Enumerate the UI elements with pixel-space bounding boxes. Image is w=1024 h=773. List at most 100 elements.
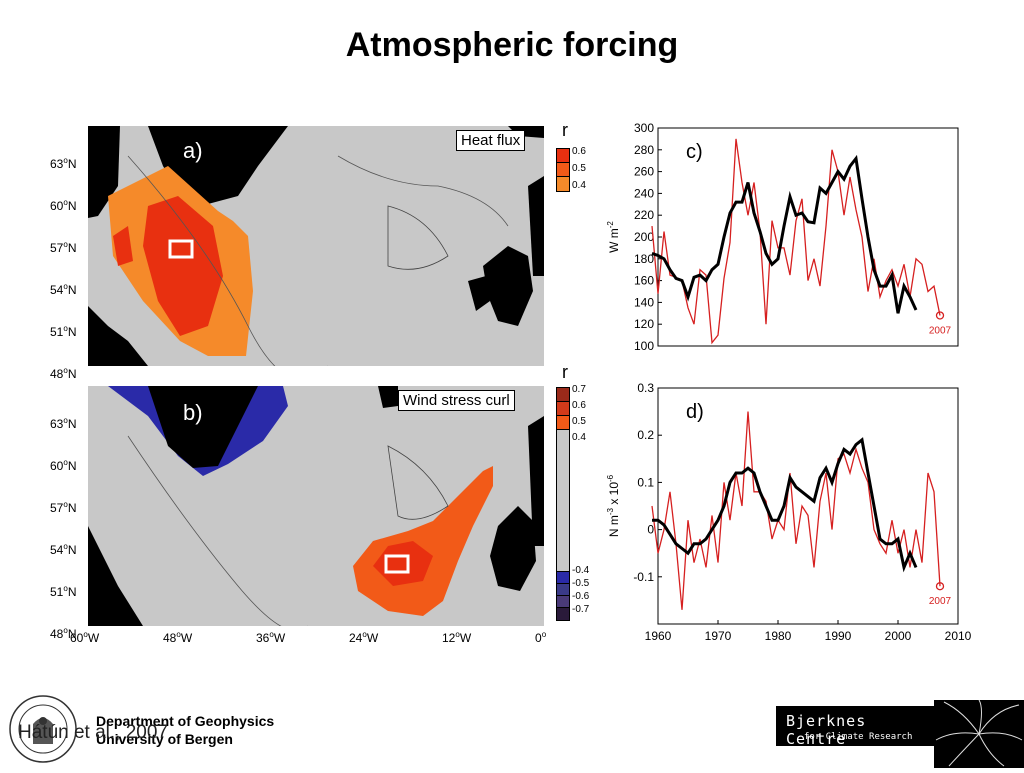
y-axis-label: N m-3 x 10-6 bbox=[606, 474, 621, 537]
y-tick-label: 140 bbox=[634, 295, 654, 309]
series-line-annual bbox=[651, 411, 941, 610]
latitude-label: 63oN bbox=[50, 416, 77, 431]
uib-seal bbox=[8, 694, 78, 764]
longitude-label: 12oW bbox=[442, 630, 472, 645]
y-tick-label: 0.3 bbox=[637, 381, 654, 395]
panel-b-letter: b) bbox=[183, 400, 203, 425]
y-tick-label: 260 bbox=[634, 165, 654, 179]
latitude-label: 48oN bbox=[50, 626, 77, 641]
colorbar-a-tick: 0.4 bbox=[572, 180, 586, 191]
department-name: Department of Geophysics bbox=[96, 713, 275, 729]
university-seal-icon bbox=[9, 695, 77, 763]
chart-c-svg: 100 120 140 160 180 200 220 240 260 280 300 2007 c) W… bbox=[606, 121, 959, 353]
scandinavia-land-b bbox=[528, 416, 544, 546]
slide-title: Atmospheric forcing bbox=[345, 26, 679, 64]
series-line-smoothed bbox=[652, 437, 918, 573]
y-tick-label: 120 bbox=[634, 317, 654, 331]
y-tick-label: 180 bbox=[634, 252, 654, 266]
latitude-label: 63oN bbox=[50, 156, 77, 171]
british-isles-land-b bbox=[490, 506, 536, 591]
x-tick-label: 1980 bbox=[765, 629, 792, 643]
colorbar-a: r 0.6 0.5 0.4 bbox=[556, 120, 606, 200]
colorbar-b-tick: -0.7 bbox=[572, 604, 590, 615]
colorbar-b-title: r bbox=[562, 362, 568, 382]
department-block: Department of Geophysics University of B… bbox=[96, 712, 274, 748]
latitude-label: 51oN bbox=[50, 584, 77, 599]
annotation-marker bbox=[935, 311, 945, 320]
british-isles-land bbox=[483, 246, 533, 326]
colorbar-b-tick: 0.5 bbox=[572, 416, 586, 427]
map-a-canvas bbox=[88, 126, 544, 380]
latitude-label: 60oN bbox=[50, 198, 77, 213]
x-tick-label: 1990 bbox=[825, 629, 852, 643]
panel-letter: d) bbox=[686, 401, 704, 423]
newfoundland-land-b bbox=[88, 526, 143, 626]
y-tick-label: 220 bbox=[634, 208, 654, 222]
latitude-label: 57oN bbox=[50, 500, 77, 515]
x-tick-label: 1960 bbox=[645, 629, 672, 643]
colorbar-b-cell bbox=[556, 607, 570, 621]
y-tick-label: 160 bbox=[634, 274, 654, 288]
colorbar-a-title: r bbox=[562, 120, 568, 140]
map-b: b) Wind stress curl bbox=[88, 386, 544, 632]
colorbar-b-tick: -0.6 bbox=[572, 591, 590, 602]
longitude-label: 60oW bbox=[70, 630, 100, 645]
y-tick-label: -0.1 bbox=[633, 570, 654, 584]
wind-curl-region-positive-high bbox=[373, 541, 433, 586]
annotation-marker bbox=[935, 582, 945, 591]
scandinavia-land bbox=[528, 176, 544, 276]
bjerknes-logo: Bjerknes Centre for Climate Research bbox=[776, 706, 934, 748]
colorbar-b-tick: -0.5 bbox=[572, 578, 590, 589]
y-tick-label: 0 bbox=[647, 523, 654, 537]
latitude-label: 57oN bbox=[50, 240, 77, 255]
longitude-label: 24oW bbox=[349, 630, 379, 645]
x-tick-label: 2010 bbox=[945, 629, 972, 643]
latitude-label: 51oN bbox=[50, 324, 77, 339]
chart-c: 100 120 140 160 180 200 220 240 260 280 300 2007 c) W… bbox=[596, 120, 976, 370]
plot-frame bbox=[657, 127, 959, 347]
citation: Hátún et al., 2007 bbox=[18, 722, 168, 743]
plot-frame bbox=[657, 387, 959, 625]
bjerknes-logo-main: Bjerknes Centre bbox=[786, 712, 867, 748]
greenland-land-b bbox=[148, 386, 258, 468]
colorbar-b-cell-neutral bbox=[556, 429, 570, 573]
series-line-annual bbox=[651, 138, 941, 345]
ireland-land bbox=[468, 276, 490, 311]
newfoundland-land bbox=[88, 306, 148, 366]
panel-a-letter: a) bbox=[183, 138, 203, 163]
colorbar-b-tick: 0.4 bbox=[572, 432, 586, 443]
longitude-label: 36oW bbox=[256, 630, 286, 645]
iceland-land-b bbox=[378, 386, 398, 408]
y-tick-label: 0.2 bbox=[637, 428, 654, 442]
latitude-label: 54oN bbox=[50, 282, 77, 297]
panel-letter: c) bbox=[686, 141, 703, 163]
chart-d-svg: -0.1 0 0.1 0.2 0.3 1960 1970 1980 1990 2000 2010 20… bbox=[606, 381, 972, 643]
spiral-icon bbox=[935, 699, 1023, 767]
university-name: University of Bergen bbox=[96, 731, 233, 747]
x-tick-label: 2000 bbox=[885, 629, 912, 643]
study-box-b bbox=[384, 554, 410, 574]
colorbar-b: r 0.7 0.6 0.5 0.4 -0.4 -0.5 -0.6 -0.7 bbox=[556, 362, 606, 626]
y-tick-label: 100 bbox=[634, 339, 654, 353]
annotation-label: 2007 bbox=[929, 596, 952, 607]
colorbar-a-cell-low bbox=[556, 176, 570, 192]
map-a: a) Heat flux bbox=[88, 126, 544, 380]
study-box-a bbox=[168, 239, 194, 259]
latitude-label: 60oN bbox=[50, 458, 77, 473]
annotation-label: 2007 bbox=[929, 325, 952, 336]
y-tick-label: 300 bbox=[634, 121, 654, 135]
colorbar-b-tick: 0.6 bbox=[572, 400, 586, 411]
chart-d: -0.1 0 0.1 0.2 0.3 1960 1970 1980 1990 2000 2010 20… bbox=[596, 380, 976, 650]
y-tick-label: 200 bbox=[634, 230, 654, 244]
x-tick-label: 1970 bbox=[705, 629, 732, 643]
colorbar-a-tick: 0.5 bbox=[572, 163, 586, 174]
heat-flux-region-high-2 bbox=[113, 226, 133, 266]
latitude-label: 48oN bbox=[50, 366, 77, 381]
latitude-label: 54oN bbox=[50, 542, 77, 557]
colorbar-a-tick: 0.6 bbox=[572, 146, 586, 157]
bjerknes-logo-sub: for Climate Research bbox=[804, 732, 913, 742]
bathymetry-contour-b2 bbox=[387, 445, 449, 520]
bathymetry-contour-a2 bbox=[387, 205, 449, 270]
longitude-label: 48oW bbox=[163, 630, 193, 645]
y-tick-label: 0.1 bbox=[637, 475, 654, 489]
